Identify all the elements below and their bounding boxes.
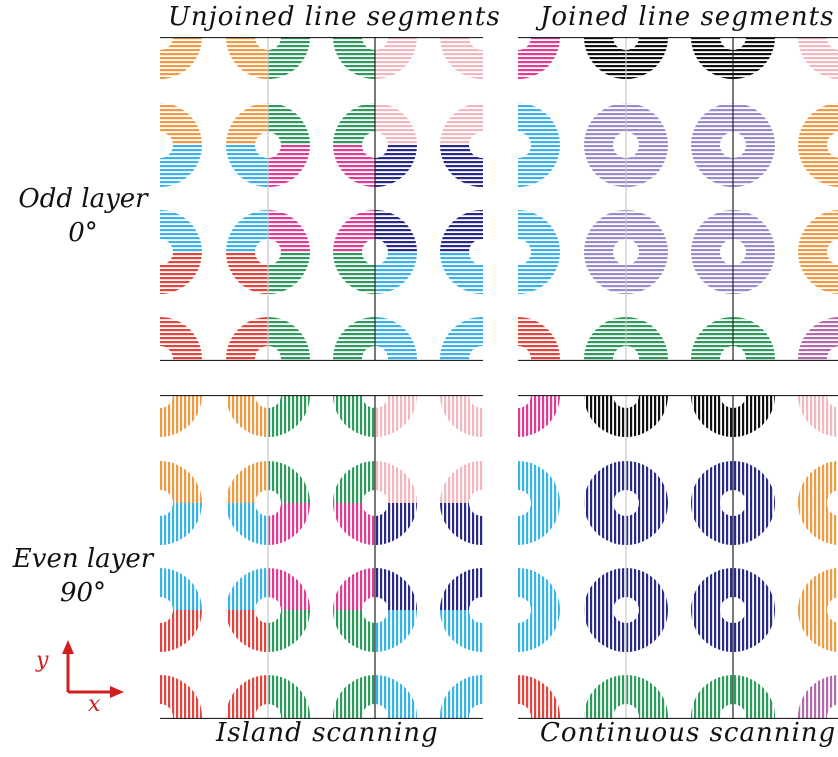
ring-cell [691,461,775,545]
ring-cell [798,210,838,294]
ring-cell [518,461,560,545]
even-layer-angle: 90° [59,578,107,608]
even-layer-label: Even layer 90° [8,542,158,610]
even-layer-name: Even layer [12,544,154,574]
unjoined-title: Unjoined line segments [168,2,501,32]
ring-cell [798,568,838,652]
ring-cell [518,675,560,719]
ring-cell [518,37,560,79]
ring-cell [518,210,560,294]
ring-cell [160,37,202,79]
xy-axis-indicator: y x [30,630,140,717]
ring-cell [798,37,838,79]
x-axis-label: x [88,692,101,717]
axis-arrows-icon [62,640,124,698]
ring-cell [440,210,483,294]
ring-cell [691,103,775,187]
ring-cell [518,395,560,437]
ring-cell [518,568,560,652]
ring-cell [160,461,202,545]
continuous-scanning-label: Continuous scanning [540,718,837,748]
ring-cell [440,461,483,545]
odd-layer-angle: 0° [68,218,98,248]
island-scanning-label: Island scanning [216,718,439,748]
panel-continuous-odd [518,37,838,361]
panel-continuous-even [518,395,838,719]
ring-cell [798,103,838,187]
ring-cell [518,317,560,361]
panel-island-odd [160,37,483,361]
odd-layer-name: Odd layer [18,184,148,214]
ring-cell [798,395,838,437]
ring-cell [225,102,310,188]
ring-cell [440,103,483,187]
ring-cell [518,103,560,187]
ring-cell [333,103,417,187]
ring-cell [440,317,483,361]
joined-title: Joined line segments [540,2,835,32]
ring-cell [798,317,838,361]
ring-cell [160,675,202,719]
ring-cell [160,395,202,437]
ring-cell [160,103,202,187]
y-axis-label: y [36,648,49,673]
ring-cell [440,37,483,79]
ring-cell [160,568,202,652]
ring-cell [440,675,483,719]
ring-cell [160,317,202,361]
ring-cell [798,461,838,545]
ring-cell [160,210,202,294]
ring-cell [440,568,483,652]
ring-cell [798,675,838,719]
panel-island-even [160,395,483,719]
odd-layer-label: Odd layer 0° [8,182,158,250]
ring-cell [440,395,483,437]
